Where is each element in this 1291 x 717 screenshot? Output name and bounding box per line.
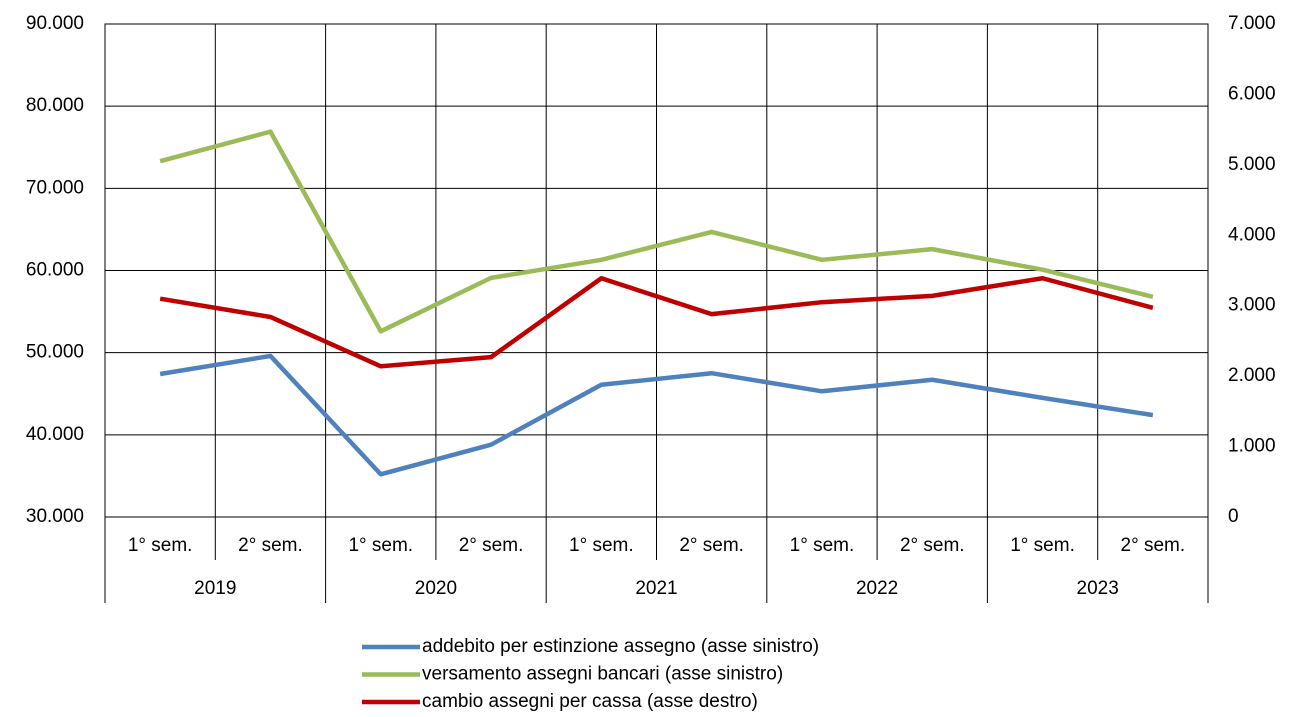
y2-tick-label: 2.000 — [1228, 365, 1276, 386]
legend-label: cambio assegni per cassa (asse destro) — [422, 691, 758, 712]
y-tick-label: 70.000 — [26, 177, 84, 198]
y2-tick-label: 4.000 — [1228, 224, 1276, 245]
legend-label: versamento assegni bancari (asse sinistr… — [422, 664, 783, 685]
series-line — [159, 353, 1154, 477]
x-tick-label: 2° sem. — [238, 535, 303, 556]
x-tick-label: 1° sem. — [128, 535, 193, 556]
y2-tick-label: 0 — [1228, 506, 1239, 527]
y2-tick-label: 3.000 — [1228, 295, 1276, 316]
x-tick-label: 1° sem. — [790, 535, 855, 556]
y2-tick-label: 6.000 — [1228, 83, 1276, 104]
x-group-label: 2022 — [856, 578, 898, 599]
y-tick-label: 50.000 — [26, 342, 84, 363]
y2-tick-label: 7.000 — [1228, 13, 1276, 34]
x-tick-label: 2° sem. — [900, 535, 965, 556]
y-tick-label: 60.000 — [26, 260, 84, 281]
x-tick-label: 1° sem. — [348, 535, 413, 556]
x-tick-label: 2° sem. — [679, 535, 744, 556]
x-group-label: 2021 — [635, 578, 677, 599]
y-tick-label: 80.000 — [26, 95, 84, 116]
x-group-label: 2020 — [415, 578, 457, 599]
x-group-label: 2019 — [194, 578, 236, 599]
y2-tick-label: 5.000 — [1228, 154, 1276, 175]
y2-tick-label: 1.000 — [1228, 436, 1276, 457]
y-tick-label: 30.000 — [26, 506, 84, 527]
y-tick-label: 90.000 — [26, 13, 84, 34]
x-tick-label: 1° sem. — [569, 535, 634, 556]
legend-label: addebito per estinzione assegno (asse si… — [422, 636, 819, 657]
series-line — [159, 129, 1154, 334]
x-tick-label: 2° sem. — [459, 535, 524, 556]
x-group-label: 2023 — [1077, 578, 1119, 599]
x-tick-label: 1° sem. — [1010, 535, 1075, 556]
y-tick-label: 40.000 — [26, 424, 84, 445]
series-line — [159, 275, 1154, 369]
x-tick-label: 2° sem. — [1121, 535, 1186, 556]
